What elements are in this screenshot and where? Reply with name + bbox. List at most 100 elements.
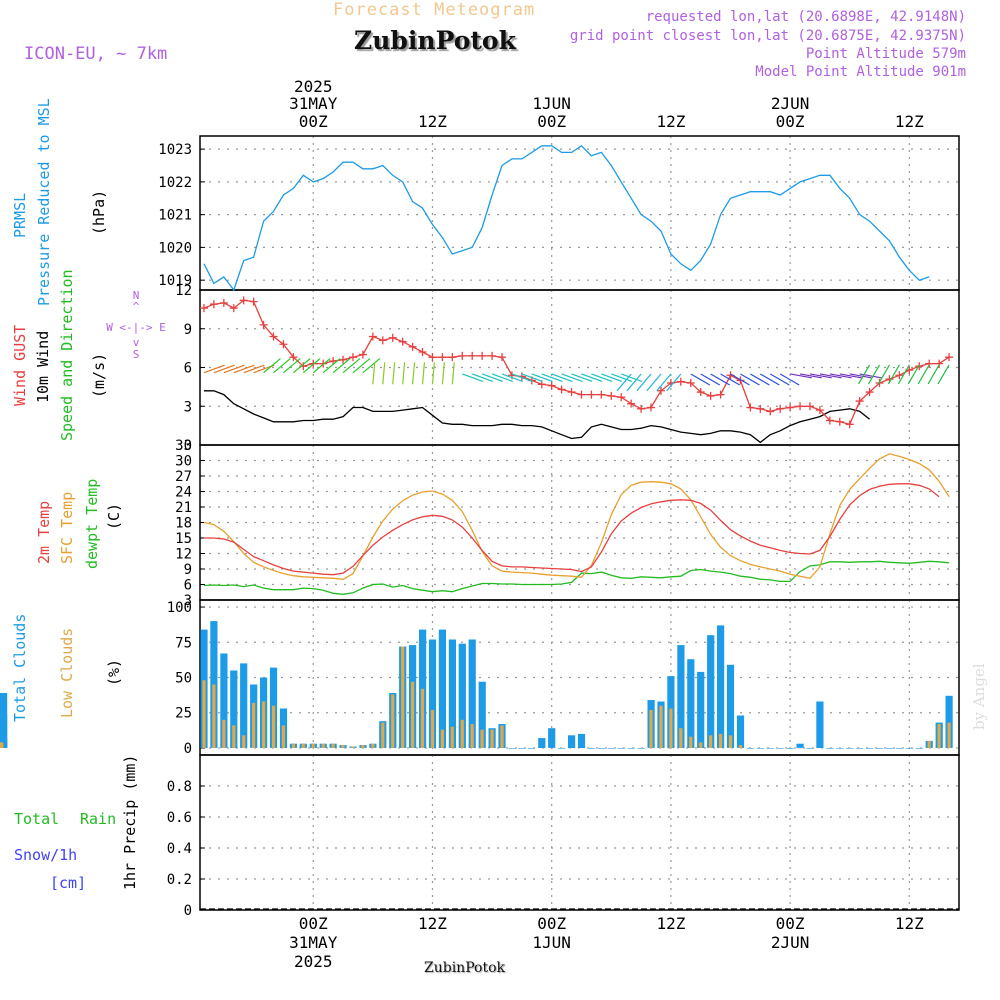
low-cloud-bar — [470, 724, 474, 748]
wind-ytick-label: 3 — [184, 399, 192, 415]
wind-arrow — [799, 373, 822, 379]
gust-point — [716, 390, 725, 399]
bottom-hour-label: 00Z — [299, 914, 328, 933]
precip-label-total: Total — [14, 810, 60, 828]
total-cloud-bar — [538, 738, 546, 748]
temperature-ytick-label: 9 — [184, 562, 192, 578]
low-cloud-bar — [430, 709, 435, 748]
dewpt-series-line — [203, 560, 950, 595]
low-cloud-bar — [649, 709, 653, 748]
wind-arrow — [581, 373, 603, 383]
wind-arrow — [937, 364, 950, 385]
total-cloud-bar — [458, 643, 466, 748]
top-hour-label: 00Z — [299, 112, 328, 131]
low-cloud-bar — [947, 722, 951, 748]
low-cloud-bar — [252, 702, 256, 748]
wind-arrow — [263, 358, 281, 374]
gust-point — [756, 404, 765, 413]
low-cloud-bar — [371, 743, 375, 748]
gust-point — [647, 403, 656, 412]
wind-arrow — [829, 373, 852, 379]
total-cloud-bar — [866, 748, 874, 749]
low-cloud-bar — [450, 726, 454, 748]
compass-arrow-down: v — [133, 336, 140, 349]
low-cloud-bar — [709, 735, 713, 748]
total-cloud-bar — [528, 748, 536, 749]
gust-point — [825, 416, 834, 425]
total-cloud-bar — [905, 748, 913, 749]
wind-arrow — [561, 373, 583, 383]
clouds-panel — [199, 599, 960, 756]
low-cloud-bar — [728, 735, 733, 748]
point-altitude: Point Altitude 579m — [805, 46, 966, 62]
precipitation-panel — [199, 754, 960, 911]
wind-arrow — [352, 358, 371, 374]
gust-point — [468, 351, 477, 360]
gust-point — [796, 402, 805, 411]
wind-arrow — [720, 373, 740, 386]
total-cloud-bar — [736, 715, 745, 748]
total-cloud-bar — [230, 670, 238, 748]
gust-point — [209, 300, 218, 309]
gust-point — [786, 403, 795, 412]
gust-point — [339, 355, 348, 364]
precip-label-cm: [cm] — [50, 874, 87, 892]
gust-point — [428, 353, 437, 362]
precipitation-ytick-label: 0 — [184, 903, 192, 919]
wind-arrow — [292, 358, 311, 374]
wind-arrow — [332, 358, 351, 374]
bottom-date-label: 31MAY — [289, 933, 338, 952]
top-hour-label: 12Z — [895, 112, 924, 131]
wind-ytick-label: 6 — [184, 361, 192, 377]
wind-arrow — [858, 364, 871, 385]
total-cloud-bar — [0, 738, 8, 748]
wind-arrow — [859, 373, 882, 379]
clouds-ytick-label: 0 — [184, 741, 192, 757]
wind-arrow — [243, 364, 265, 374]
low-cloud-bar — [341, 745, 345, 748]
clouds-ytick-label: 75 — [175, 635, 192, 651]
gust-point — [607, 391, 616, 400]
total-cloud-bar — [826, 748, 834, 749]
gust-point — [686, 379, 695, 387]
total-cloud-bar — [687, 659, 695, 748]
gust-point — [488, 351, 497, 360]
wind-arrow — [710, 373, 730, 386]
gust-point — [736, 376, 745, 385]
total-cloud-bar — [945, 695, 953, 748]
precip-label-snow: Snow/1h — [14, 846, 78, 864]
precip-label-rain: Rain — [80, 810, 117, 828]
total-cloud-bar — [806, 748, 814, 749]
gust-point — [418, 348, 427, 356]
low-cloud-bar — [401, 646, 405, 748]
total-cloud-bar — [756, 748, 764, 749]
wind-arrow — [779, 373, 800, 386]
clouds-ytick-label: 25 — [175, 706, 192, 722]
closest-coords: grid point closest lon,lat (20.6875E, 42… — [569, 28, 966, 44]
gust-point — [776, 404, 785, 413]
wind-arrow — [551, 373, 573, 383]
low-cloud-bar — [291, 743, 295, 748]
wind-arrow — [511, 373, 533, 383]
wind-arrow — [491, 373, 513, 383]
gust-point — [855, 397, 864, 406]
low-cloud-bar — [411, 681, 415, 748]
top-year-label: 2025 — [294, 77, 333, 96]
top-hour-label: 00Z — [537, 112, 566, 131]
low-cloud-bar — [0, 743, 4, 748]
bottom-date-label: 2JUN — [771, 933, 810, 952]
total-cloud-bar — [438, 629, 446, 748]
gust-point — [835, 417, 844, 426]
total-cloud-bar — [796, 743, 804, 748]
gust-point — [676, 377, 685, 386]
wind-arrow — [203, 364, 225, 374]
wind-arrow — [213, 364, 235, 374]
gust-point — [656, 386, 665, 395]
total-cloud-bar — [697, 671, 705, 748]
gust-point — [547, 381, 556, 390]
wind-arrow — [372, 362, 376, 385]
bottom-hour-label: 12Z — [895, 914, 924, 933]
wind-arrow — [273, 358, 291, 374]
low-cloud-bar — [232, 725, 236, 748]
